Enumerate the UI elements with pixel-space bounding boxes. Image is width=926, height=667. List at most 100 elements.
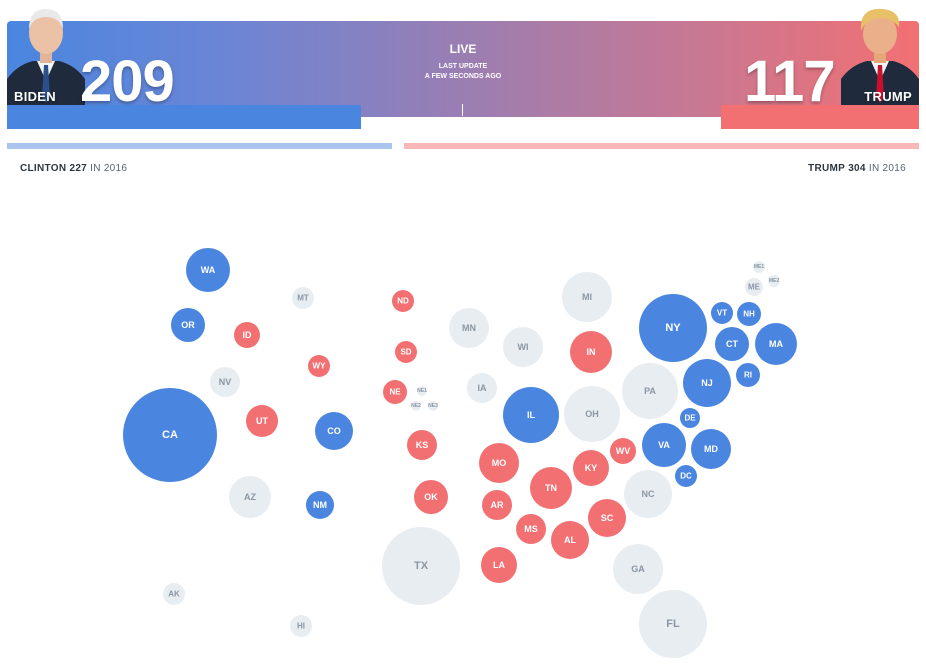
- state-circle-ny[interactable]: [639, 294, 707, 362]
- state-bubble-hi[interactable]: HI: [290, 615, 312, 637]
- state-bubble-nv[interactable]: NV: [210, 367, 240, 397]
- state-circle-mo[interactable]: [479, 443, 519, 483]
- state-bubble-ne1[interactable]: NE1: [417, 386, 427, 396]
- state-bubble-or[interactable]: OR: [171, 308, 205, 342]
- state-circle-ak[interactable]: [163, 583, 185, 605]
- state-circle-nm[interactable]: [306, 491, 334, 519]
- state-circle-wy[interactable]: [308, 355, 330, 377]
- state-bubble-ms[interactable]: MS: [516, 514, 546, 544]
- state-circle-ky[interactable]: [573, 450, 609, 486]
- state-circle-md[interactable]: [691, 429, 731, 469]
- state-bubble-me2[interactable]: ME2: [768, 275, 780, 287]
- state-circle-ar[interactable]: [482, 490, 512, 520]
- state-bubble-mt[interactable]: MT: [292, 287, 314, 309]
- state-bubble-ut[interactable]: UT: [246, 405, 278, 437]
- state-circle-la[interactable]: [481, 547, 517, 583]
- state-bubble-me1[interactable]: ME1: [753, 261, 765, 273]
- state-bubble-md[interactable]: MD: [691, 429, 731, 469]
- state-circle-nj[interactable]: [683, 359, 731, 407]
- state-circle-me[interactable]: [745, 278, 763, 296]
- state-circle-co[interactable]: [315, 412, 353, 450]
- state-circle-ma[interactable]: [755, 323, 797, 365]
- state-circle-nd[interactable]: [392, 290, 414, 312]
- state-circle-me2[interactable]: [768, 275, 780, 287]
- state-bubble-ks[interactable]: KS: [407, 430, 437, 460]
- state-circle-ne2[interactable]: [411, 401, 421, 411]
- state-bubble-mi[interactable]: MI: [562, 272, 612, 322]
- state-circle-or[interactable]: [171, 308, 205, 342]
- state-circle-nc[interactable]: [624, 470, 672, 518]
- state-circle-fl[interactable]: [639, 590, 707, 658]
- state-bubble-in[interactable]: IN: [570, 331, 612, 373]
- state-bubble-ma[interactable]: MA: [755, 323, 797, 365]
- state-bubble-mn[interactable]: MN: [449, 308, 489, 348]
- state-circle-wv[interactable]: [610, 438, 636, 464]
- state-circle-ia[interactable]: [467, 373, 497, 403]
- state-bubble-il[interactable]: IL: [503, 387, 559, 443]
- state-bubble-oh[interactable]: OH: [564, 386, 620, 442]
- state-bubble-de[interactable]: DE: [680, 408, 700, 428]
- state-bubble-ca[interactable]: CA: [123, 388, 217, 482]
- state-circle-de[interactable]: [680, 408, 700, 428]
- state-circle-ca[interactable]: [123, 388, 217, 482]
- state-circle-sc[interactable]: [588, 499, 626, 537]
- state-bubble-tn[interactable]: TN: [530, 467, 572, 509]
- state-bubble-sc[interactable]: SC: [588, 499, 626, 537]
- state-bubble-wv[interactable]: WV: [610, 438, 636, 464]
- state-circle-oh[interactable]: [564, 386, 620, 442]
- state-bubble-vt[interactable]: VT: [711, 302, 733, 324]
- state-circle-me1[interactable]: [753, 261, 765, 273]
- state-circle-mi[interactable]: [562, 272, 612, 322]
- state-circle-ne[interactable]: [383, 380, 407, 404]
- state-circle-ok[interactable]: [414, 480, 448, 514]
- state-bubble-al[interactable]: AL: [551, 521, 589, 559]
- state-circle-va[interactable]: [642, 423, 686, 467]
- state-bubble-ny[interactable]: NY: [639, 294, 707, 362]
- state-bubble-dc[interactable]: DC: [675, 465, 697, 487]
- state-bubble-wy[interactable]: WY: [308, 355, 330, 377]
- state-bubble-ok[interactable]: OK: [414, 480, 448, 514]
- state-bubble-nd[interactable]: ND: [392, 290, 414, 312]
- state-circle-ne1[interactable]: [417, 386, 427, 396]
- state-bubble-va[interactable]: VA: [642, 423, 686, 467]
- state-bubble-co[interactable]: CO: [315, 412, 353, 450]
- state-bubble-ak[interactable]: AK: [163, 583, 185, 605]
- state-circle-ri[interactable]: [736, 363, 760, 387]
- state-bubble-me[interactable]: ME: [745, 278, 763, 296]
- state-circle-in[interactable]: [570, 331, 612, 373]
- state-bubble-ne3[interactable]: NE3: [428, 401, 438, 411]
- state-bubble-ne2[interactable]: NE2: [411, 401, 421, 411]
- state-bubble-ky[interactable]: KY: [573, 450, 609, 486]
- state-circle-ga[interactable]: [613, 544, 663, 594]
- state-circle-il[interactable]: [503, 387, 559, 443]
- state-circle-hi[interactable]: [290, 615, 312, 637]
- state-bubble-tx[interactable]: TX: [382, 527, 460, 605]
- state-circle-ks[interactable]: [407, 430, 437, 460]
- state-circle-wi[interactable]: [503, 327, 543, 367]
- state-circle-ct[interactable]: [715, 327, 749, 361]
- state-circle-sd[interactable]: [395, 341, 417, 363]
- state-circle-mt[interactable]: [292, 287, 314, 309]
- state-circle-al[interactable]: [551, 521, 589, 559]
- state-bubble-sd[interactable]: SD: [395, 341, 417, 363]
- state-bubble-ar[interactable]: AR: [482, 490, 512, 520]
- state-circle-az[interactable]: [229, 476, 271, 518]
- state-bubble-wi[interactable]: WI: [503, 327, 543, 367]
- state-bubble-mo[interactable]: MO: [479, 443, 519, 483]
- state-circle-nh[interactable]: [737, 302, 761, 326]
- state-circle-tn[interactable]: [530, 467, 572, 509]
- state-circle-pa[interactable]: [622, 363, 678, 419]
- state-bubble-ga[interactable]: GA: [613, 544, 663, 594]
- state-circle-vt[interactable]: [711, 302, 733, 324]
- state-circle-id[interactable]: [234, 322, 260, 348]
- state-bubble-wa[interactable]: WA: [186, 248, 230, 292]
- state-circle-ms[interactable]: [516, 514, 546, 544]
- state-bubble-az[interactable]: AZ: [229, 476, 271, 518]
- state-bubble-fl[interactable]: FL: [639, 590, 707, 658]
- state-circle-ut[interactable]: [246, 405, 278, 437]
- state-bubble-nm[interactable]: NM: [306, 491, 334, 519]
- state-bubble-pa[interactable]: PA: [622, 363, 678, 419]
- state-bubble-ia[interactable]: IA: [467, 373, 497, 403]
- state-bubble-nc[interactable]: NC: [624, 470, 672, 518]
- state-bubble-nj[interactable]: NJ: [683, 359, 731, 407]
